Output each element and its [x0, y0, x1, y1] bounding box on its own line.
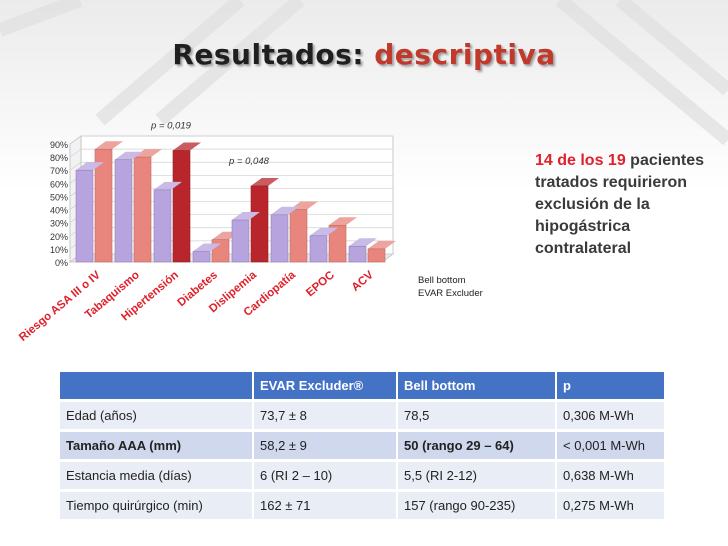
callout-note: 14 de los 19 pacientes tratados requirie… [535, 150, 705, 260]
table-cell: 162 ± 71 [252, 492, 396, 519]
x-category-label: EPOC [304, 269, 337, 299]
table-row: Estancia media (días) 6 (RI 2 – 10) 5,5 … [60, 462, 664, 489]
table-cell: Estancia media (días) [60, 462, 252, 489]
table-cell: < 0,001 M-Wh [555, 432, 664, 459]
bar-bell-bottom-top [329, 217, 357, 226]
bar-bell-bottom [289, 209, 308, 263]
table-row: Edad (años) 73,7 ± 8 78,5 0,306 M-Wh [60, 402, 664, 429]
bar-chart: 0% 10% 20% 30% 40% 50% 60% 70% 80% 90% p = 0,019 p … [17, 121, 483, 344]
table-row: Tiempo quirúrgico (min) 162 ± 71 157 (ra… [60, 492, 664, 519]
bar-bell-bottom [172, 150, 191, 263]
bar-evar-excluder-top [271, 206, 299, 215]
table-cell: 73,7 ± 8 [252, 402, 396, 429]
table-header-cell: EVAR Excluder® [252, 372, 396, 399]
title-main: Resultados: [172, 38, 365, 71]
table-header-cell: p [555, 372, 664, 399]
bar-bell-bottom-top [251, 177, 279, 186]
bar-bell-bottom [211, 239, 230, 263]
bar-evar-excluder-top [193, 243, 221, 252]
table-header-cell: Bell bottom [396, 372, 555, 399]
p-value-annotation: p = 0,019 [150, 121, 192, 132]
bar-evar-excluder [192, 251, 211, 263]
table-cell: 0,275 M-Wh [555, 492, 664, 519]
y-tick-label: 70% [50, 166, 68, 176]
bar-evar-excluder [309, 235, 328, 263]
table-cell: 58,2 ± 9 [252, 432, 396, 459]
table-cell: 0,638 M-Wh [555, 462, 664, 489]
results-table: EVAR Excluder® Bell bottom p Edad (años)… [60, 369, 664, 522]
table-header-row: EVAR Excluder® Bell bottom p [60, 372, 664, 399]
note-highlight: 14 de los 19 [535, 152, 626, 169]
bar-bell-bottom-top [134, 149, 162, 158]
bar-evar-excluder [75, 169, 94, 263]
bar-bell-bottom-top [368, 240, 396, 249]
note-text: pacientes tratados requirieron exclusión… [535, 152, 704, 257]
bar-evar-excluder [270, 214, 289, 263]
slide-title: Resultados: descriptiva [0, 38, 728, 71]
bar-evar-excluder-top [76, 162, 104, 171]
y-tick-label: 60% [50, 179, 68, 189]
bar-bell-bottom [250, 185, 269, 263]
table-cell: 50 (rango 29 – 64) [396, 432, 555, 459]
gridline [69, 135, 393, 145]
table-cell: Tamaño AAA (mm) [60, 432, 252, 459]
x-category-label: ACV [350, 269, 377, 294]
bar-evar-excluder [114, 159, 133, 263]
y-tick-label: 80% [50, 153, 68, 163]
bar-bell-bottom [133, 156, 152, 263]
bar-evar-excluder [348, 245, 367, 263]
bar-evar-excluder-top [310, 227, 338, 236]
bar-evar-excluder [231, 219, 250, 263]
y-tick-label: 20% [50, 232, 68, 242]
bar-bell-bottom-top [95, 141, 123, 150]
bar-bell-bottom [94, 148, 113, 263]
title-accent: descriptiva [374, 38, 556, 71]
bar-evar-excluder [153, 189, 172, 263]
y-tick-label: 90% [50, 140, 68, 150]
bar-evar-excluder-top [154, 181, 182, 190]
gridline [69, 148, 393, 158]
table-header-cell [60, 372, 252, 399]
table-row: Tamaño AAA (mm) 58,2 ± 9 50 (rango 29 – … [60, 432, 664, 459]
table-cell: Edad (años) [60, 402, 252, 429]
bar-bell-bottom [367, 248, 386, 263]
table-cell: 157 (rango 90-235) [396, 492, 555, 519]
y-tick-label: 0% [55, 258, 68, 268]
y-tick-label: 50% [50, 192, 68, 202]
y-tick-label: 10% [50, 245, 68, 255]
table-cell: 5,5 (RI 2-12) [396, 462, 555, 489]
bar-bell-bottom [328, 224, 347, 263]
table-cell: 78,5 [396, 402, 555, 429]
table-cell: Tiempo quirúrgico (min) [60, 492, 252, 519]
legend-label: EVAR Excluder [418, 288, 483, 299]
legend-label: Bell bottom [418, 275, 466, 286]
bar-evar-excluder-top [349, 238, 377, 247]
y-tick-label: 30% [50, 219, 68, 229]
bar-bell-bottom-top [173, 142, 201, 151]
y-tick-label: 40% [50, 206, 68, 216]
bar-evar-excluder-top [232, 212, 260, 221]
table-cell: 6 (RI 2 – 10) [252, 462, 396, 489]
gridline [69, 161, 393, 171]
p-value-annotation: p = 0,048 [228, 156, 270, 167]
table-cell: 0,306 M-Wh [555, 402, 664, 429]
bar-evar-excluder-top [115, 151, 143, 160]
